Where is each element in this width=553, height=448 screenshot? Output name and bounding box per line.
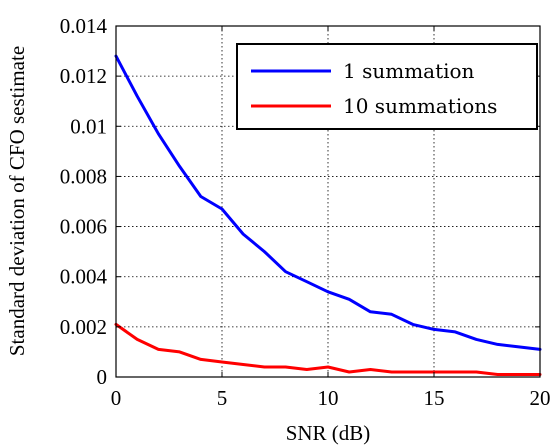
- y-tick-label: 0.004: [60, 265, 108, 289]
- y-tick-label: 0.002: [60, 315, 107, 339]
- legend-label-10-summations: 10 summations: [343, 94, 497, 118]
- legend-label-1-summation: 1 summation: [343, 59, 475, 83]
- x-tick-label: 10: [318, 386, 339, 410]
- y-tick-label: 0.014: [60, 14, 108, 38]
- legend: 1 summation 10 summations: [236, 43, 538, 130]
- x-tick-label: 20: [530, 386, 551, 410]
- y-tick-label: 0.008: [60, 164, 107, 188]
- data-series: [114, 54, 542, 376]
- y-tick-label: 0.006: [60, 215, 107, 239]
- x-tick-labels: 0 5 10 15 20: [111, 386, 551, 410]
- x-tick-label: 0: [111, 386, 122, 410]
- y-tick-labels: 0 0.002 0.004 0.006 0.008 0.01 0.012 0.014: [60, 14, 108, 389]
- axis-ticks: [115, 25, 541, 378]
- x-tick-label: 5: [217, 386, 228, 410]
- y-tick-label: 0.012: [60, 64, 107, 88]
- x-tick-label: 15: [424, 386, 445, 410]
- legend-box: [236, 43, 538, 130]
- series-line-10-summations: [114, 322, 542, 376]
- y-axis-title: Standard deviation of CFO sestimate: [5, 46, 29, 356]
- x-axis-title: SNR (dB): [286, 421, 371, 445]
- y-tick-label: 0.01: [70, 114, 107, 138]
- grid-lines: [116, 26, 540, 377]
- y-tick-label: 0: [97, 365, 108, 389]
- series-line-1-summation: [114, 54, 542, 351]
